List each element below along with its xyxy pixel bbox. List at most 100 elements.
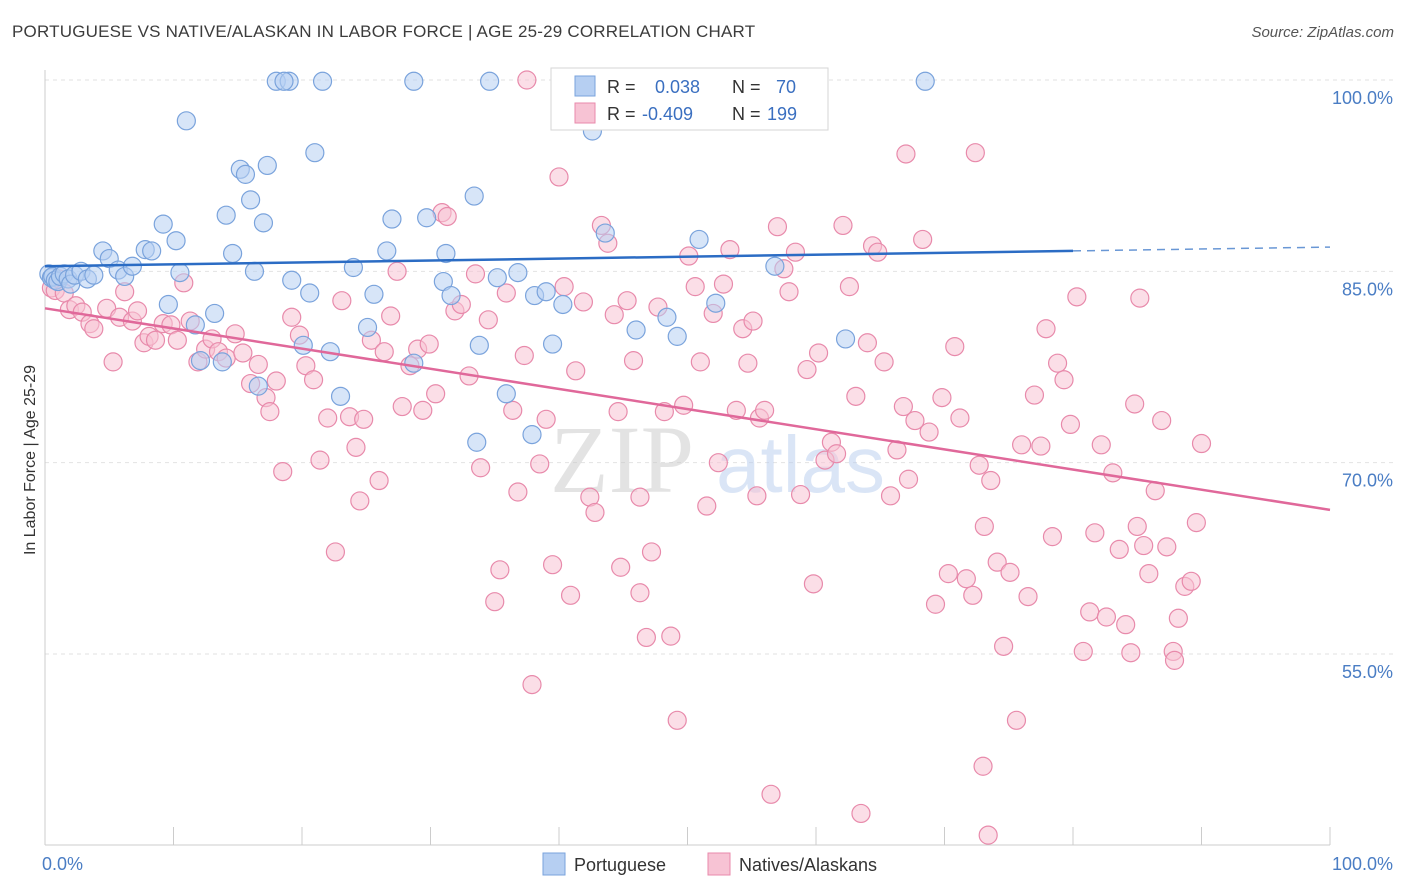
- natives-point-8: [84, 319, 104, 339]
- portuguese-point-40: [282, 270, 302, 290]
- natives-point-142: [950, 408, 970, 428]
- natives-point-46: [354, 409, 374, 429]
- portuguese-point-43: [305, 143, 325, 163]
- natives-point-91: [641, 542, 662, 562]
- portuguese-point-56: [441, 285, 461, 306]
- natives-point-159: [1054, 370, 1074, 390]
- portuguese-point-34: [244, 261, 265, 281]
- portuguese-point-58: [467, 432, 487, 452]
- natives-point-65: [478, 310, 498, 330]
- natives-point-196: [747, 486, 767, 506]
- portuguese-point-30: [223, 243, 243, 264]
- bottom-legend-natives: Natives/Alaskans: [739, 855, 877, 875]
- portuguese-point-76: [915, 71, 935, 91]
- natives-point-149: [994, 636, 1014, 656]
- portuguese-point-70: [595, 223, 615, 243]
- portuguese-trend-extension: [1072, 246, 1331, 252]
- natives-point-74: [536, 409, 556, 429]
- natives-point-144: [963, 585, 983, 605]
- natives-point-126: [851, 803, 871, 824]
- portuguese-point-52: [404, 353, 424, 373]
- portuguese-point-75: [706, 293, 726, 313]
- bottom-legend: Portuguese Natives/Alaskans: [542, 852, 877, 876]
- natives-point-102: [708, 453, 728, 473]
- y-tick-label-85: 85.0%: [1342, 279, 1393, 299]
- natives-point-124: [839, 277, 860, 297]
- natives-point-176: [1157, 537, 1177, 557]
- natives-point-63: [465, 264, 486, 284]
- natives-point-43: [332, 291, 352, 311]
- portuguese-point-55: [436, 243, 456, 264]
- natives-point-115: [785, 242, 806, 262]
- natives-point-190: [978, 825, 998, 845]
- natives-point-76: [549, 167, 569, 187]
- natives-point-123: [833, 215, 853, 236]
- x-tick-label-0: 0.0%: [42, 854, 83, 874]
- natives-point-150: [1000, 562, 1020, 582]
- bottom-legend-swatch-portuguese: [542, 852, 566, 876]
- natives-point-87: [617, 291, 637, 311]
- natives-point-88: [623, 351, 644, 371]
- natives-point-168: [1109, 539, 1129, 560]
- natives-point-29: [233, 343, 253, 363]
- bottom-legend-portuguese: Portuguese: [574, 855, 666, 875]
- natives-point-138: [925, 594, 946, 614]
- portuguese-point-59: [469, 335, 489, 355]
- natives-point-169: [1116, 615, 1136, 635]
- y-tick-label-70: 70.0%: [1342, 471, 1393, 491]
- natives-point-171: [1127, 516, 1147, 537]
- natives-point-71: [514, 345, 534, 366]
- natives-point-42: [325, 542, 346, 562]
- natives-point-99: [690, 352, 710, 372]
- natives-point-69: [503, 400, 523, 420]
- natives-point-153: [1018, 586, 1038, 607]
- natives-point-130: [874, 352, 894, 372]
- natives-point-173: [1139, 564, 1159, 584]
- portuguese-point-60: [480, 71, 500, 91]
- natives-point-185: [517, 70, 537, 90]
- legend-n-label-2: N =: [732, 104, 761, 124]
- natives-point-147: [981, 470, 1001, 491]
- natives-point-94: [661, 626, 681, 646]
- natives-point-141: [945, 336, 965, 357]
- natives-point-156: [1036, 319, 1056, 339]
- portuguese-point-48: [357, 317, 378, 338]
- chart-source: Source: ZipAtlas.com: [1251, 24, 1394, 41]
- natives-point-108: [743, 311, 763, 331]
- natives-point-90: [636, 627, 656, 648]
- natives-point-116: [790, 484, 811, 505]
- portuguese-point-67: [542, 334, 563, 354]
- natives-point-175: [1152, 410, 1172, 431]
- natives-point-191: [1125, 394, 1145, 414]
- natives-point-104: [720, 240, 740, 260]
- natives-point-170: [1121, 643, 1141, 663]
- portuguese-point-27: [205, 303, 225, 324]
- natives-point-167: [1103, 463, 1123, 483]
- natives-point-51: [387, 261, 407, 281]
- natives-point-192: [1130, 288, 1150, 308]
- natives-point-107: [738, 353, 758, 373]
- natives-point-64: [471, 458, 491, 478]
- portuguese-point-41: [293, 335, 313, 355]
- natives-point-41: [318, 408, 338, 428]
- natives-point-134: [898, 469, 919, 489]
- y-tick-label-55: 55.0%: [1342, 662, 1393, 682]
- bottom-legend-swatch-natives: [707, 852, 731, 876]
- natives-point-166: [1096, 607, 1117, 627]
- portuguese-point-63: [508, 263, 528, 283]
- natives-point-146: [974, 516, 994, 537]
- natives-point-137: [919, 422, 939, 442]
- natives-point-17: [145, 330, 166, 350]
- natives-point-67: [490, 560, 510, 580]
- natives-point-33: [260, 402, 280, 422]
- natives-point-114: [779, 282, 799, 302]
- portuguese-point-66: [536, 282, 556, 302]
- natives-point-193: [1164, 650, 1185, 670]
- natives-point-129: [868, 242, 888, 262]
- portuguese-point-77: [765, 256, 785, 276]
- natives-point-117: [797, 359, 817, 380]
- natives-point-152: [1011, 435, 1032, 455]
- tick-labels: 100.0% 85.0% 70.0% 55.0% 0.0% 100.0%: [42, 88, 1393, 874]
- natives-point-181: [1186, 513, 1206, 533]
